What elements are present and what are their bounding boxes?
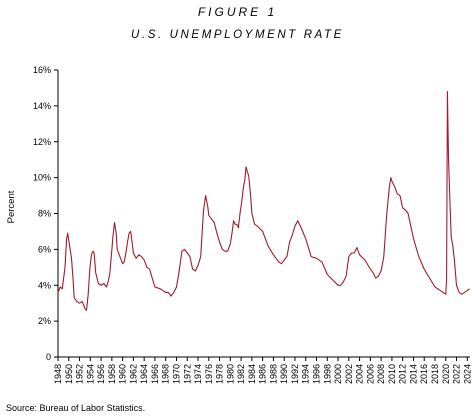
x-tick-label: 1956: [96, 364, 106, 384]
x-tick-label: 2006: [365, 364, 375, 384]
x-tick-label: 2012: [398, 364, 408, 384]
x-tick-label: 1970: [171, 364, 181, 384]
unemployment-rate-line: [57, 90, 470, 311]
x-tick-label: 1996: [312, 364, 322, 384]
figure-label: FIGURE 1: [197, 5, 278, 19]
x-tick-label: 2018: [430, 364, 440, 384]
x-tick-label: 2016: [419, 364, 429, 384]
x-tick-label: 2010: [387, 364, 397, 384]
y-tick-label: 10%: [33, 173, 51, 183]
y-tick-label: 16%: [33, 65, 51, 75]
x-tick-label: 2000: [333, 364, 343, 384]
x-tick-label: 1964: [139, 364, 149, 384]
x-tick-label: 2008: [376, 364, 386, 384]
x-tick-label: 1984: [247, 364, 257, 384]
x-axis: 1948 1950 1952 1954 1956 1958 1960 1962 1964 1966…: [53, 356, 472, 384]
x-tick-label: 1954: [85, 364, 95, 384]
y-tick-label: 2%: [38, 316, 51, 326]
x-tick-label: 1982: [236, 364, 246, 384]
x-tick-label: 1992: [290, 364, 300, 384]
x-tick-label: 1960: [118, 364, 128, 384]
x-tick-label: 1986: [258, 364, 268, 384]
x-tick-label: 1952: [75, 364, 85, 384]
x-tick-label: 2020: [441, 364, 451, 384]
x-tick-label: 1976: [204, 364, 214, 384]
x-tick-label: 1994: [301, 364, 311, 384]
x-tick-label: 2002: [344, 364, 354, 384]
y-tick-label: 12%: [33, 137, 51, 147]
x-tick-label: 1998: [322, 364, 332, 384]
y-tick-label: 8%: [38, 209, 51, 219]
x-tick-label: 1948: [53, 364, 63, 384]
x-tick-label: 1980: [225, 364, 235, 384]
x-tick-label: 1974: [193, 364, 203, 384]
chart-title: U.S. UNEMPLOYMENT RATE: [131, 29, 344, 41]
x-tick-label: 1958: [107, 364, 117, 384]
x-tick-label: 1962: [128, 364, 138, 384]
y-axis: 0 2% 4% 6% 8% 10% 12% 14% 16%: [33, 65, 59, 362]
x-tick-label: 2024: [462, 364, 472, 384]
y-tick-label: 0: [46, 352, 51, 362]
x-tick-label: 1966: [150, 364, 160, 384]
x-tick-label: 2022: [452, 364, 462, 384]
x-tick-label: 2014: [408, 364, 418, 384]
x-tick-label: 1950: [64, 364, 74, 384]
x-tick-label: 1978: [215, 364, 225, 384]
x-tick-label: 1968: [161, 364, 171, 384]
y-tick-label: 6%: [38, 244, 51, 254]
x-tick-label: 1972: [182, 364, 192, 384]
x-tick-label: 1988: [268, 364, 278, 384]
y-axis-label: Percent: [6, 190, 17, 223]
y-tick-label: 14%: [33, 101, 51, 111]
x-tick-label: 1990: [279, 364, 289, 384]
source-note: Source: Bureau of Labor Statistics.: [6, 403, 146, 413]
x-tick-label: 2004: [355, 364, 365, 384]
y-tick-label: 4%: [38, 280, 51, 290]
